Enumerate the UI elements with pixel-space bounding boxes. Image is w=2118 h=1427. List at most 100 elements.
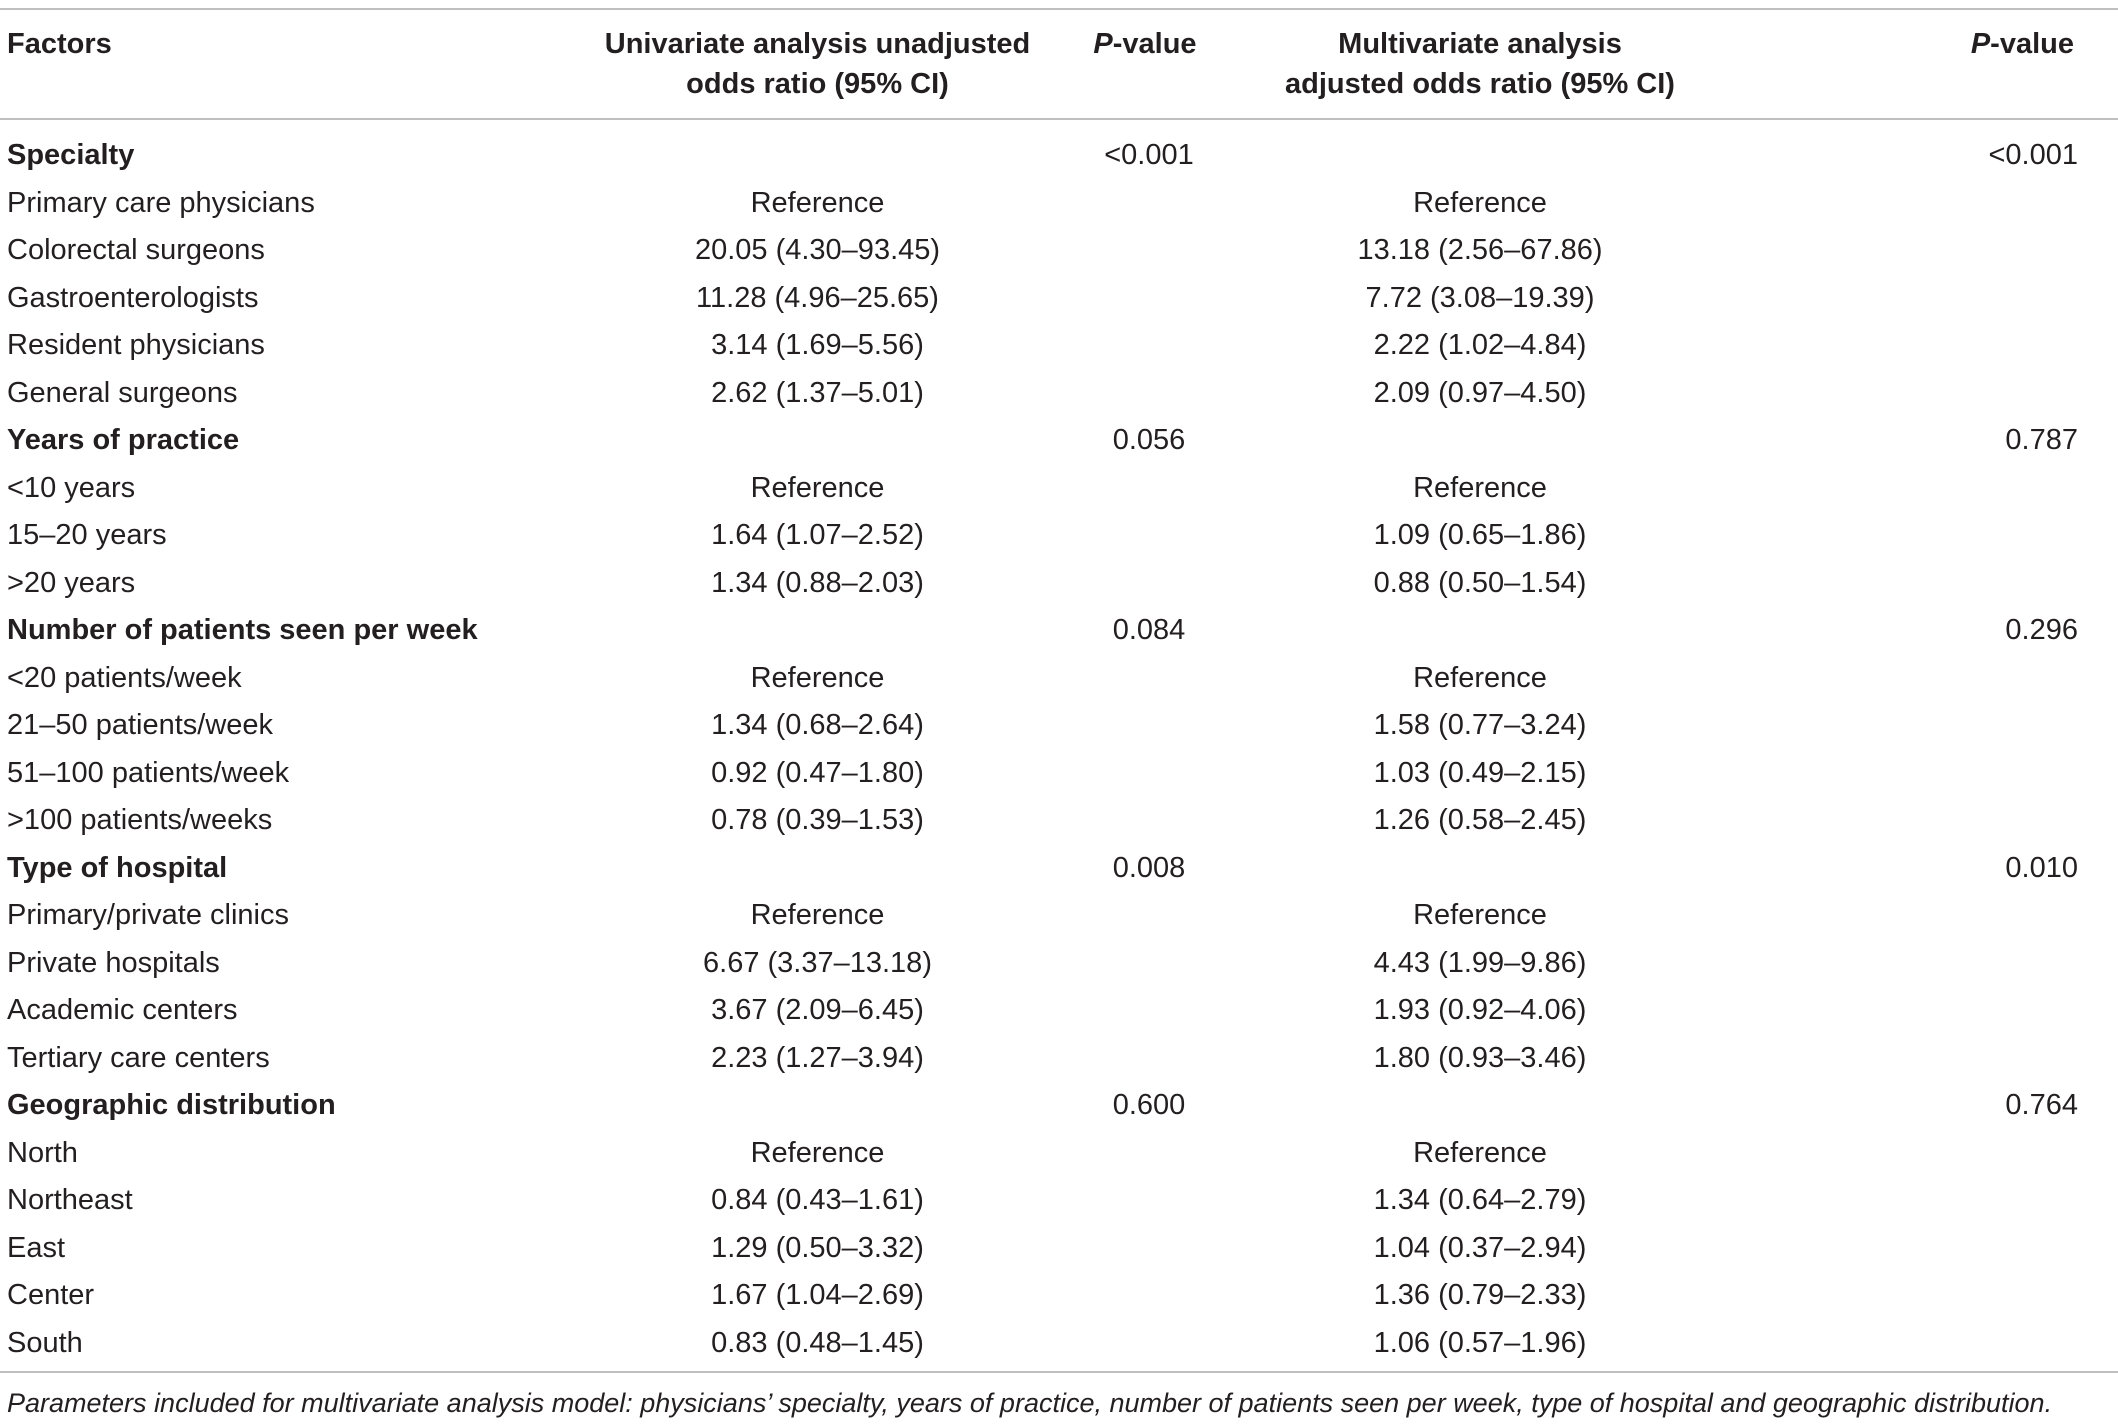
group-name: Specialty [7,139,135,171]
multivariate-value: 0.88 (0.50–1.54) [1373,566,1587,599]
header-factors-label: Factors [7,28,112,60]
factor-label: >100 patients/weeks [7,804,273,836]
empty-cell [1075,275,1255,323]
empty-cell [1705,1035,2118,1083]
factor-label: Center [7,1279,95,1311]
univariate-value: 0.92 (0.47–1.80) [711,756,924,789]
odds-ratio-table: Factors Univariate analysis unadjusted o… [0,8,2118,1427]
table-row: Primary/private clinics Reference Refere… [0,892,2118,940]
empty-cell [1705,560,2118,608]
multivariate-value: 4.43 (1.99–9.86) [1373,946,1587,979]
empty-cell [1705,892,2118,940]
empty-cell [1705,1225,2118,1273]
univariate-value: Reference [750,186,885,219]
header-univariate: Univariate analysis unadjusted odds rati… [560,9,1075,119]
table-row: Private hospitals 6.67 (3.37–13.18) 4.43… [0,940,2118,988]
empty-cell [1705,1272,2118,1320]
group-name: Geographic distribution [7,1089,336,1121]
table-row: Colorectal surgeons 20.05 (4.30–93.45) 1… [0,227,2118,275]
header-multivariate: Multivariate analysis adjusted odds rati… [1255,9,1705,119]
empty-cell [1255,417,1705,465]
group-row-years-of-practice: Years of practice 0.056 0.787 [0,417,2118,465]
table-row: <20 patients/week Reference Reference [0,655,2118,703]
univariate-value: 6.67 (3.37–13.18) [703,946,932,979]
header-p-italic: P [1970,28,1991,60]
empty-cell [1705,322,2118,370]
group-row-specialty: Specialty <0.001 <0.001 [0,119,2118,180]
empty-cell [1075,987,1255,1035]
univariate-value: 1.64 (1.07–2.52) [711,519,924,551]
header-p-italic: P [1093,28,1113,60]
multivariate-value: 1.36 (0.79–2.33) [1373,1279,1587,1311]
empty-cell [1075,1035,1255,1083]
p-value-univariate: 0.084 [1112,614,1186,646]
factor-label: Colorectal surgeons [7,234,265,266]
factor-label: <20 patients/week [7,661,242,694]
empty-cell [1075,227,1255,275]
table-row: Academic centers 3.67 (2.09–6.45) 1.93 (… [0,987,2118,1035]
factor-label: 21–50 patients/week [7,709,274,741]
footnote-row: Parameters included for multivariate ana… [0,1371,2118,1427]
factor-label: Tertiary care centers [7,1041,270,1074]
table-row: East 1.29 (0.50–3.32) 1.04 (0.37–2.94) [0,1225,2118,1273]
univariate-value: 20.05 (4.30–93.45) [694,234,941,266]
multivariate-value: Reference [1413,1136,1547,1169]
p-value-multivariate: 0.010 [2005,851,2078,884]
empty-cell [1705,940,2118,988]
p-value-multivariate: 0.296 [2005,614,2078,646]
factor-label: <10 years [7,471,136,504]
multivariate-value: 2.22 (1.02–4.84) [1373,329,1587,361]
table-row: Northeast 0.84 (0.43–1.61) 1.34 (0.64–2.… [0,1177,2118,1225]
factor-label: Resident physicians [7,329,265,361]
multivariate-value: Reference [1413,186,1547,219]
empty-cell [1705,227,2118,275]
empty-cell [1705,1177,2118,1225]
table-row: <10 years Reference Reference [0,465,2118,513]
empty-cell [1075,1272,1255,1320]
empty-cell [560,845,1075,893]
univariate-value: 1.34 (0.68–2.64) [711,709,924,741]
table-row: Primary care physicians Reference Refere… [0,180,2118,228]
empty-cell [1075,797,1255,845]
empty-cell [1075,1225,1255,1273]
univariate-value: Reference [750,899,885,931]
factor-label: 15–20 years [7,519,167,551]
empty-cell [1075,322,1255,370]
table-row: Gastroenterologists 11.28 (4.96–25.65) 7… [0,275,2118,323]
group-row-geographic-distribution: Geographic distribution 0.600 0.764 [0,1082,2118,1130]
p-value-univariate: 0.600 [1112,1089,1186,1121]
empty-cell [1075,655,1255,703]
univariate-value: Reference [750,661,885,694]
factor-label: 51–100 patients/week [7,756,290,789]
empty-cell [1075,180,1255,228]
empty-cell [1255,119,1705,180]
multivariate-value: 13.18 (2.56–67.86) [1357,234,1603,266]
empty-cell [1075,1177,1255,1225]
factor-label: Northeast [7,1184,133,1216]
header-multivariate-line2: adjusted odds ratio (95% CI) [1285,68,1675,100]
multivariate-value: 1.58 (0.77–3.24) [1373,709,1587,741]
empty-cell [1075,560,1255,608]
header-univariate-line2: odds ratio (95% CI) [686,68,949,100]
empty-cell [1705,750,2118,798]
factor-label: >20 years [7,566,136,599]
empty-cell [1075,1130,1255,1178]
table-row: Center 1.67 (1.04–2.69) 1.36 (0.79–2.33) [0,1272,2118,1320]
multivariate-value: Reference [1413,471,1547,504]
factor-label: Primary/private clinics [7,899,289,931]
table-row: >20 years 1.34 (0.88–2.03) 0.88 (0.50–1.… [0,560,2118,608]
empty-cell [1075,940,1255,988]
empty-cell [1705,987,2118,1035]
p-value-multivariate: 0.787 [2005,424,2078,456]
table-body: Specialty <0.001 <0.001 Primary care phy… [0,119,2118,1427]
group-name: Number of patients seen per week [7,614,478,646]
p-value-univariate: 0.008 [1112,851,1186,884]
multivariate-value: 1.26 (0.58–2.45) [1373,804,1587,836]
empty-cell [560,119,1075,180]
header-univariate-line1: Univariate analysis unadjusted [604,28,1031,60]
univariate-value: 0.83 (0.48–1.45) [711,1326,924,1359]
table-row: Resident physicians 3.14 (1.69–5.56) 2.2… [0,322,2118,370]
empty-cell [1705,702,2118,750]
multivariate-value: 7.72 (3.08–19.39) [1365,281,1595,314]
multivariate-value: 1.34 (0.64–2.79) [1373,1184,1587,1216]
